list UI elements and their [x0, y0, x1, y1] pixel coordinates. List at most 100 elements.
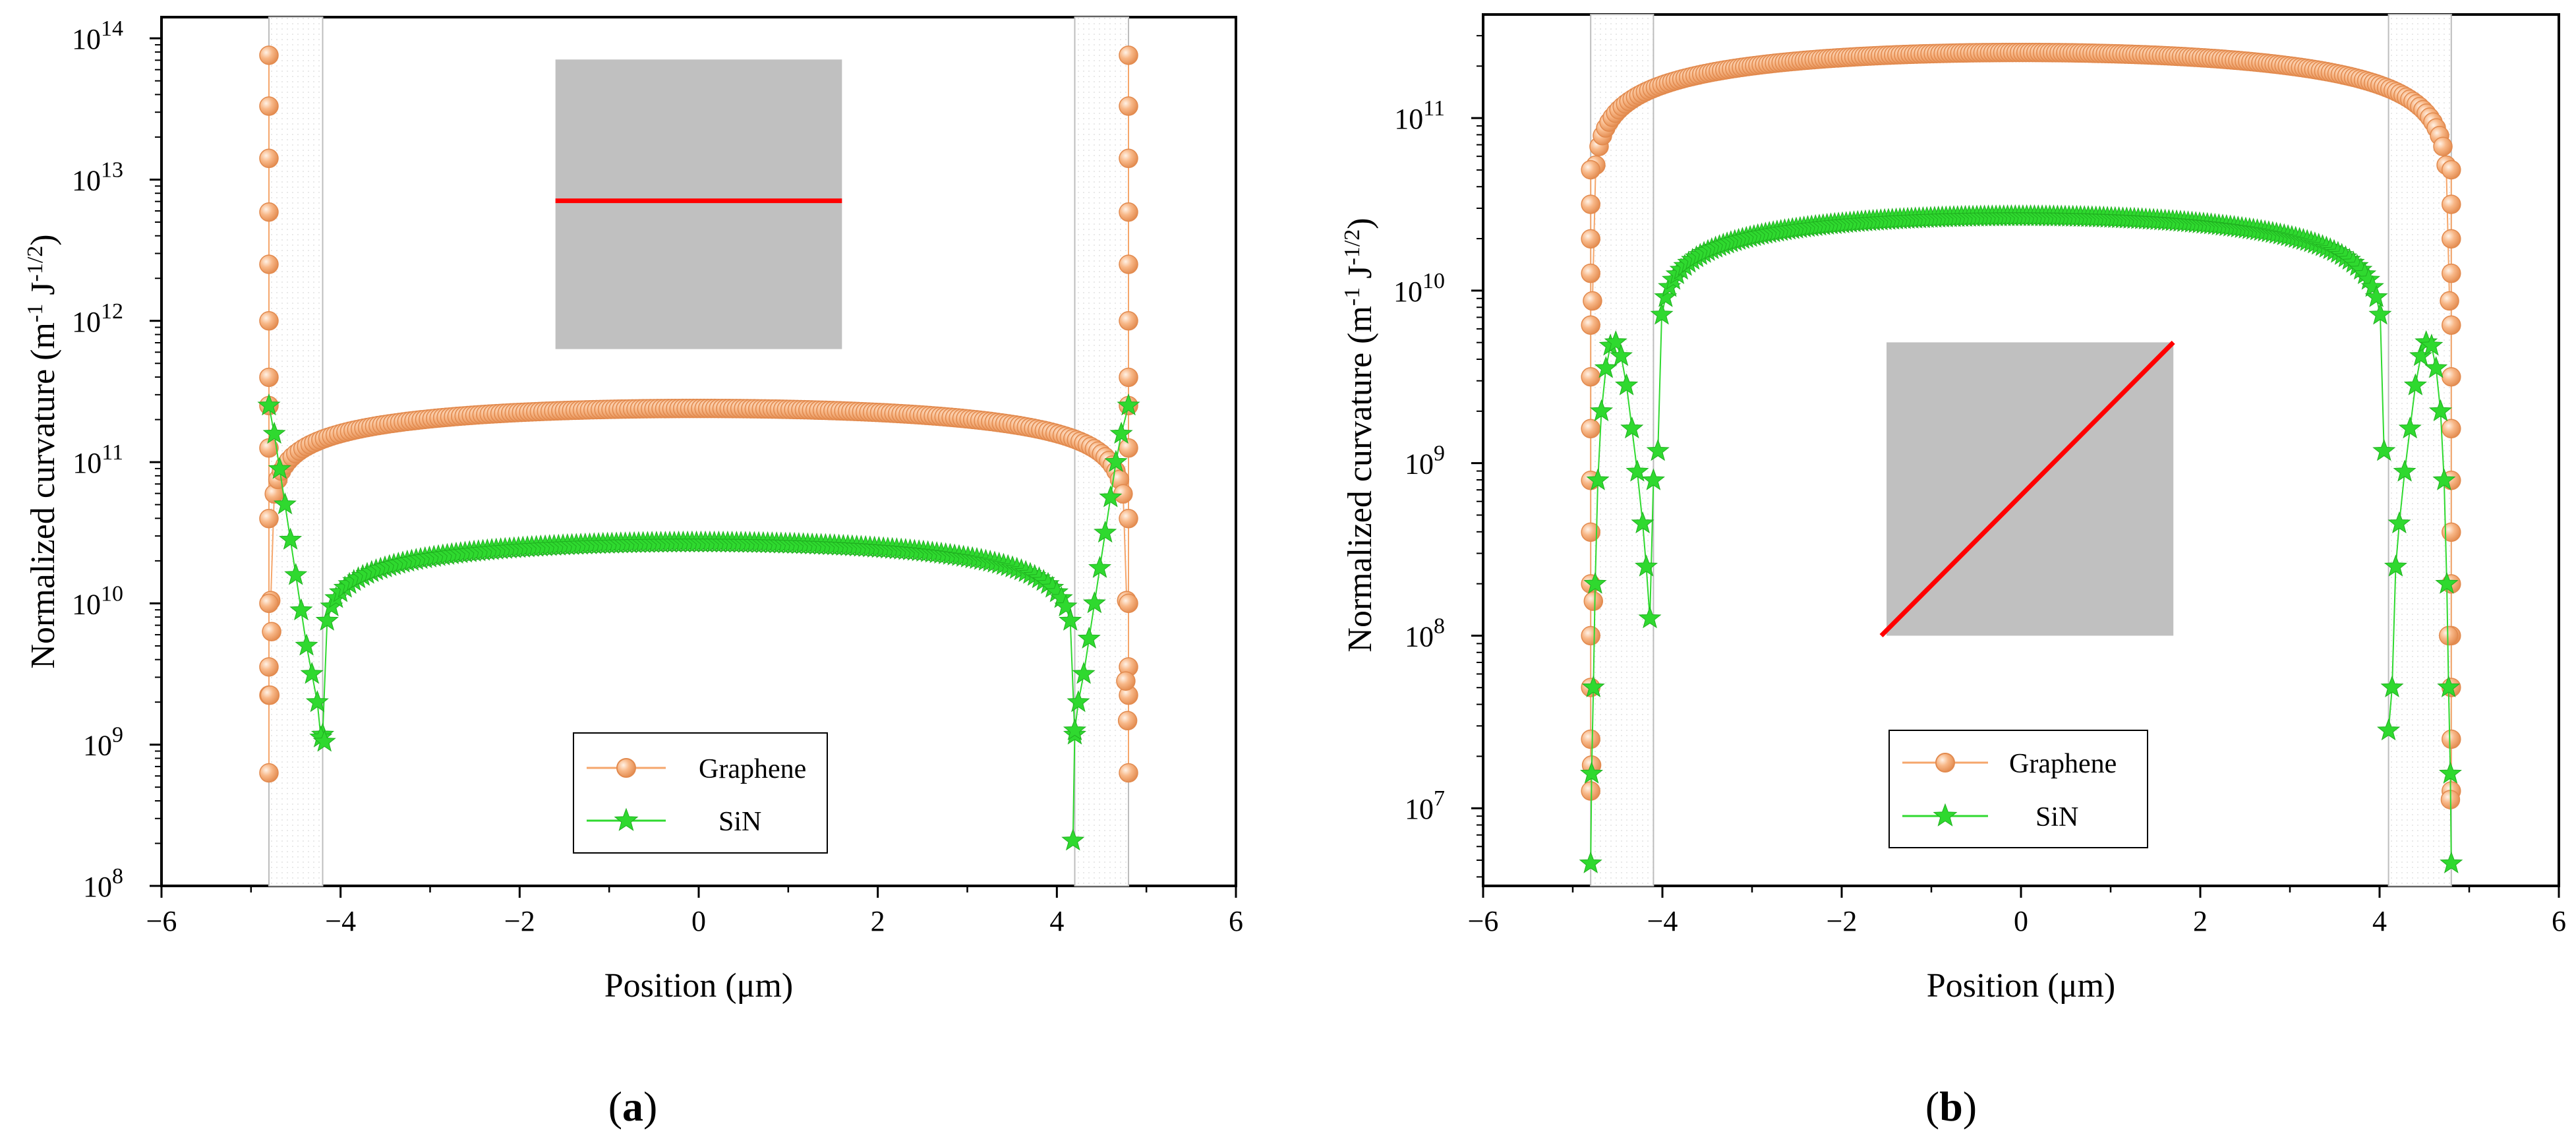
data-point [262, 421, 286, 444]
data-point [2428, 399, 2452, 422]
data-point [1082, 591, 1106, 614]
data-point [259, 45, 279, 65]
panel-label-a: (a) [608, 1083, 658, 1130]
y-tick-label: 1012 [72, 299, 123, 338]
data-point [1088, 556, 1112, 578]
x-tick-label: 4 [2372, 905, 2387, 937]
legend-marker-sin [1933, 803, 1958, 827]
edge-regions [1590, 14, 2452, 887]
data-point [1620, 416, 1644, 439]
inset-profile-line [1879, 340, 2175, 637]
data-point [262, 622, 281, 641]
data-point [259, 148, 279, 169]
y-tick-label: 108 [83, 864, 123, 903]
data-point [1061, 828, 1085, 851]
data-point [1650, 303, 1674, 325]
panel-label-b: (b) [1925, 1083, 1977, 1130]
y-tick-label: 109 [1405, 442, 1445, 481]
x-tick-label: 2 [871, 905, 885, 937]
data-point [295, 633, 318, 656]
series-line [322, 542, 1076, 735]
data-point [1609, 343, 1633, 366]
legend-marker-sin [614, 807, 639, 831]
data-point [2424, 356, 2448, 378]
data-point [2440, 851, 2463, 873]
data-point [1119, 148, 1138, 169]
data-point [1583, 291, 1602, 311]
data-point [1583, 591, 1604, 611]
data-point [289, 598, 313, 621]
series-sin [1579, 204, 2463, 873]
data-point [1117, 393, 1140, 416]
x-axis-title: Position (μm) [604, 967, 793, 1005]
data-point [1638, 606, 1662, 629]
data-point [1119, 367, 1138, 388]
data-point [2442, 263, 2461, 283]
x-tick-label: 0 [2014, 905, 2028, 937]
y-tick-label: 108 [1405, 614, 1445, 653]
data-point [259, 254, 279, 274]
data-point [1119, 438, 1138, 458]
x-tick-label: 2 [2193, 905, 2208, 937]
data-point [259, 593, 279, 614]
data-point [1581, 160, 1600, 180]
data-point [1063, 718, 1087, 741]
data-point [273, 492, 297, 515]
data-point [315, 608, 339, 631]
data-point [2442, 194, 2461, 214]
data-point [2435, 571, 2459, 594]
series-line [1591, 51, 2451, 301]
data-point [2420, 334, 2444, 356]
panel-a: −6 −4 −2 0 2 4 6 108 109 1010 1011 1012 1013 1014 Pos… [23, 16, 1243, 1130]
legend-label-sin: SiN [2035, 802, 2078, 832]
data-point [2442, 366, 2461, 387]
data-point [1077, 626, 1101, 649]
data-point [1119, 96, 1138, 116]
data-point [2372, 438, 2396, 461]
data-point [1581, 626, 1600, 646]
y-tick-label: 1010 [72, 581, 123, 620]
y-axis-title: Normalized curvature (m-1 J-1/2) [23, 234, 63, 668]
data-point [2387, 511, 2411, 534]
data-point [2442, 419, 2461, 439]
axes: −6 −4 −2 0 2 4 6 107 108 109 1010 1011 [1393, 35, 2566, 937]
data-point [2438, 761, 2462, 784]
data-point [1580, 761, 1604, 784]
legend: Graphene SiN [573, 732, 828, 854]
data-point [259, 509, 279, 529]
y-tick-label: 1013 [72, 158, 123, 196]
data-point [1119, 45, 1138, 65]
x-tick-label: −6 [146, 905, 177, 937]
data-point [259, 202, 279, 222]
data-point [312, 729, 336, 752]
data-point [1119, 202, 1138, 222]
data-point [1119, 254, 1138, 274]
data-point [2377, 718, 2401, 741]
data-point [1072, 662, 1096, 684]
data-point [2433, 136, 2453, 156]
data-point [259, 96, 279, 116]
data-point [1581, 263, 1600, 283]
x-tick-label: 0 [691, 905, 706, 937]
data-point [1581, 229, 1600, 249]
data-point [1581, 194, 1600, 214]
data-point [2393, 459, 2416, 482]
data-point [305, 689, 329, 713]
legend-marker-graphene [616, 758, 636, 778]
data-point [268, 457, 291, 479]
y-axis-title: Normalized curvature (m-1 J-1/2) [1340, 218, 1380, 652]
data-point [2432, 468, 2456, 490]
panel-b: −6 −4 −2 0 2 4 6 107 108 109 1010 1011 Position (μm… [1340, 13, 2566, 1130]
data-point [2364, 285, 2388, 307]
data-point [1583, 571, 1607, 594]
series-graphene [259, 45, 1138, 783]
data-point [1590, 399, 1614, 422]
x-tick-label: −4 [1647, 905, 1678, 937]
y-tick-label: 1011 [73, 440, 123, 479]
data-point [1581, 419, 1600, 439]
data-point [259, 367, 279, 388]
data-layer [1579, 42, 2463, 873]
data-point [1054, 594, 1078, 617]
data-point [1099, 485, 1123, 508]
data-point [2442, 729, 2461, 749]
